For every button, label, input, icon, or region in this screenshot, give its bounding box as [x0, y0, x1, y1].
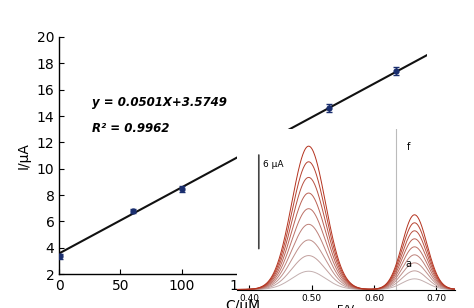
Text: y = 0.0501X+3.5749: y = 0.0501X+3.5749	[92, 96, 227, 109]
Text: R² = 0.9962: R² = 0.9962	[92, 122, 170, 135]
X-axis label: E/V: E/V	[337, 305, 355, 308]
Text: 6 μA: 6 μA	[263, 160, 283, 169]
Text: a: a	[405, 259, 411, 269]
Text: f: f	[407, 142, 410, 152]
Y-axis label: I/μA: I/μA	[17, 142, 31, 169]
X-axis label: C/μM: C/μM	[225, 298, 261, 308]
